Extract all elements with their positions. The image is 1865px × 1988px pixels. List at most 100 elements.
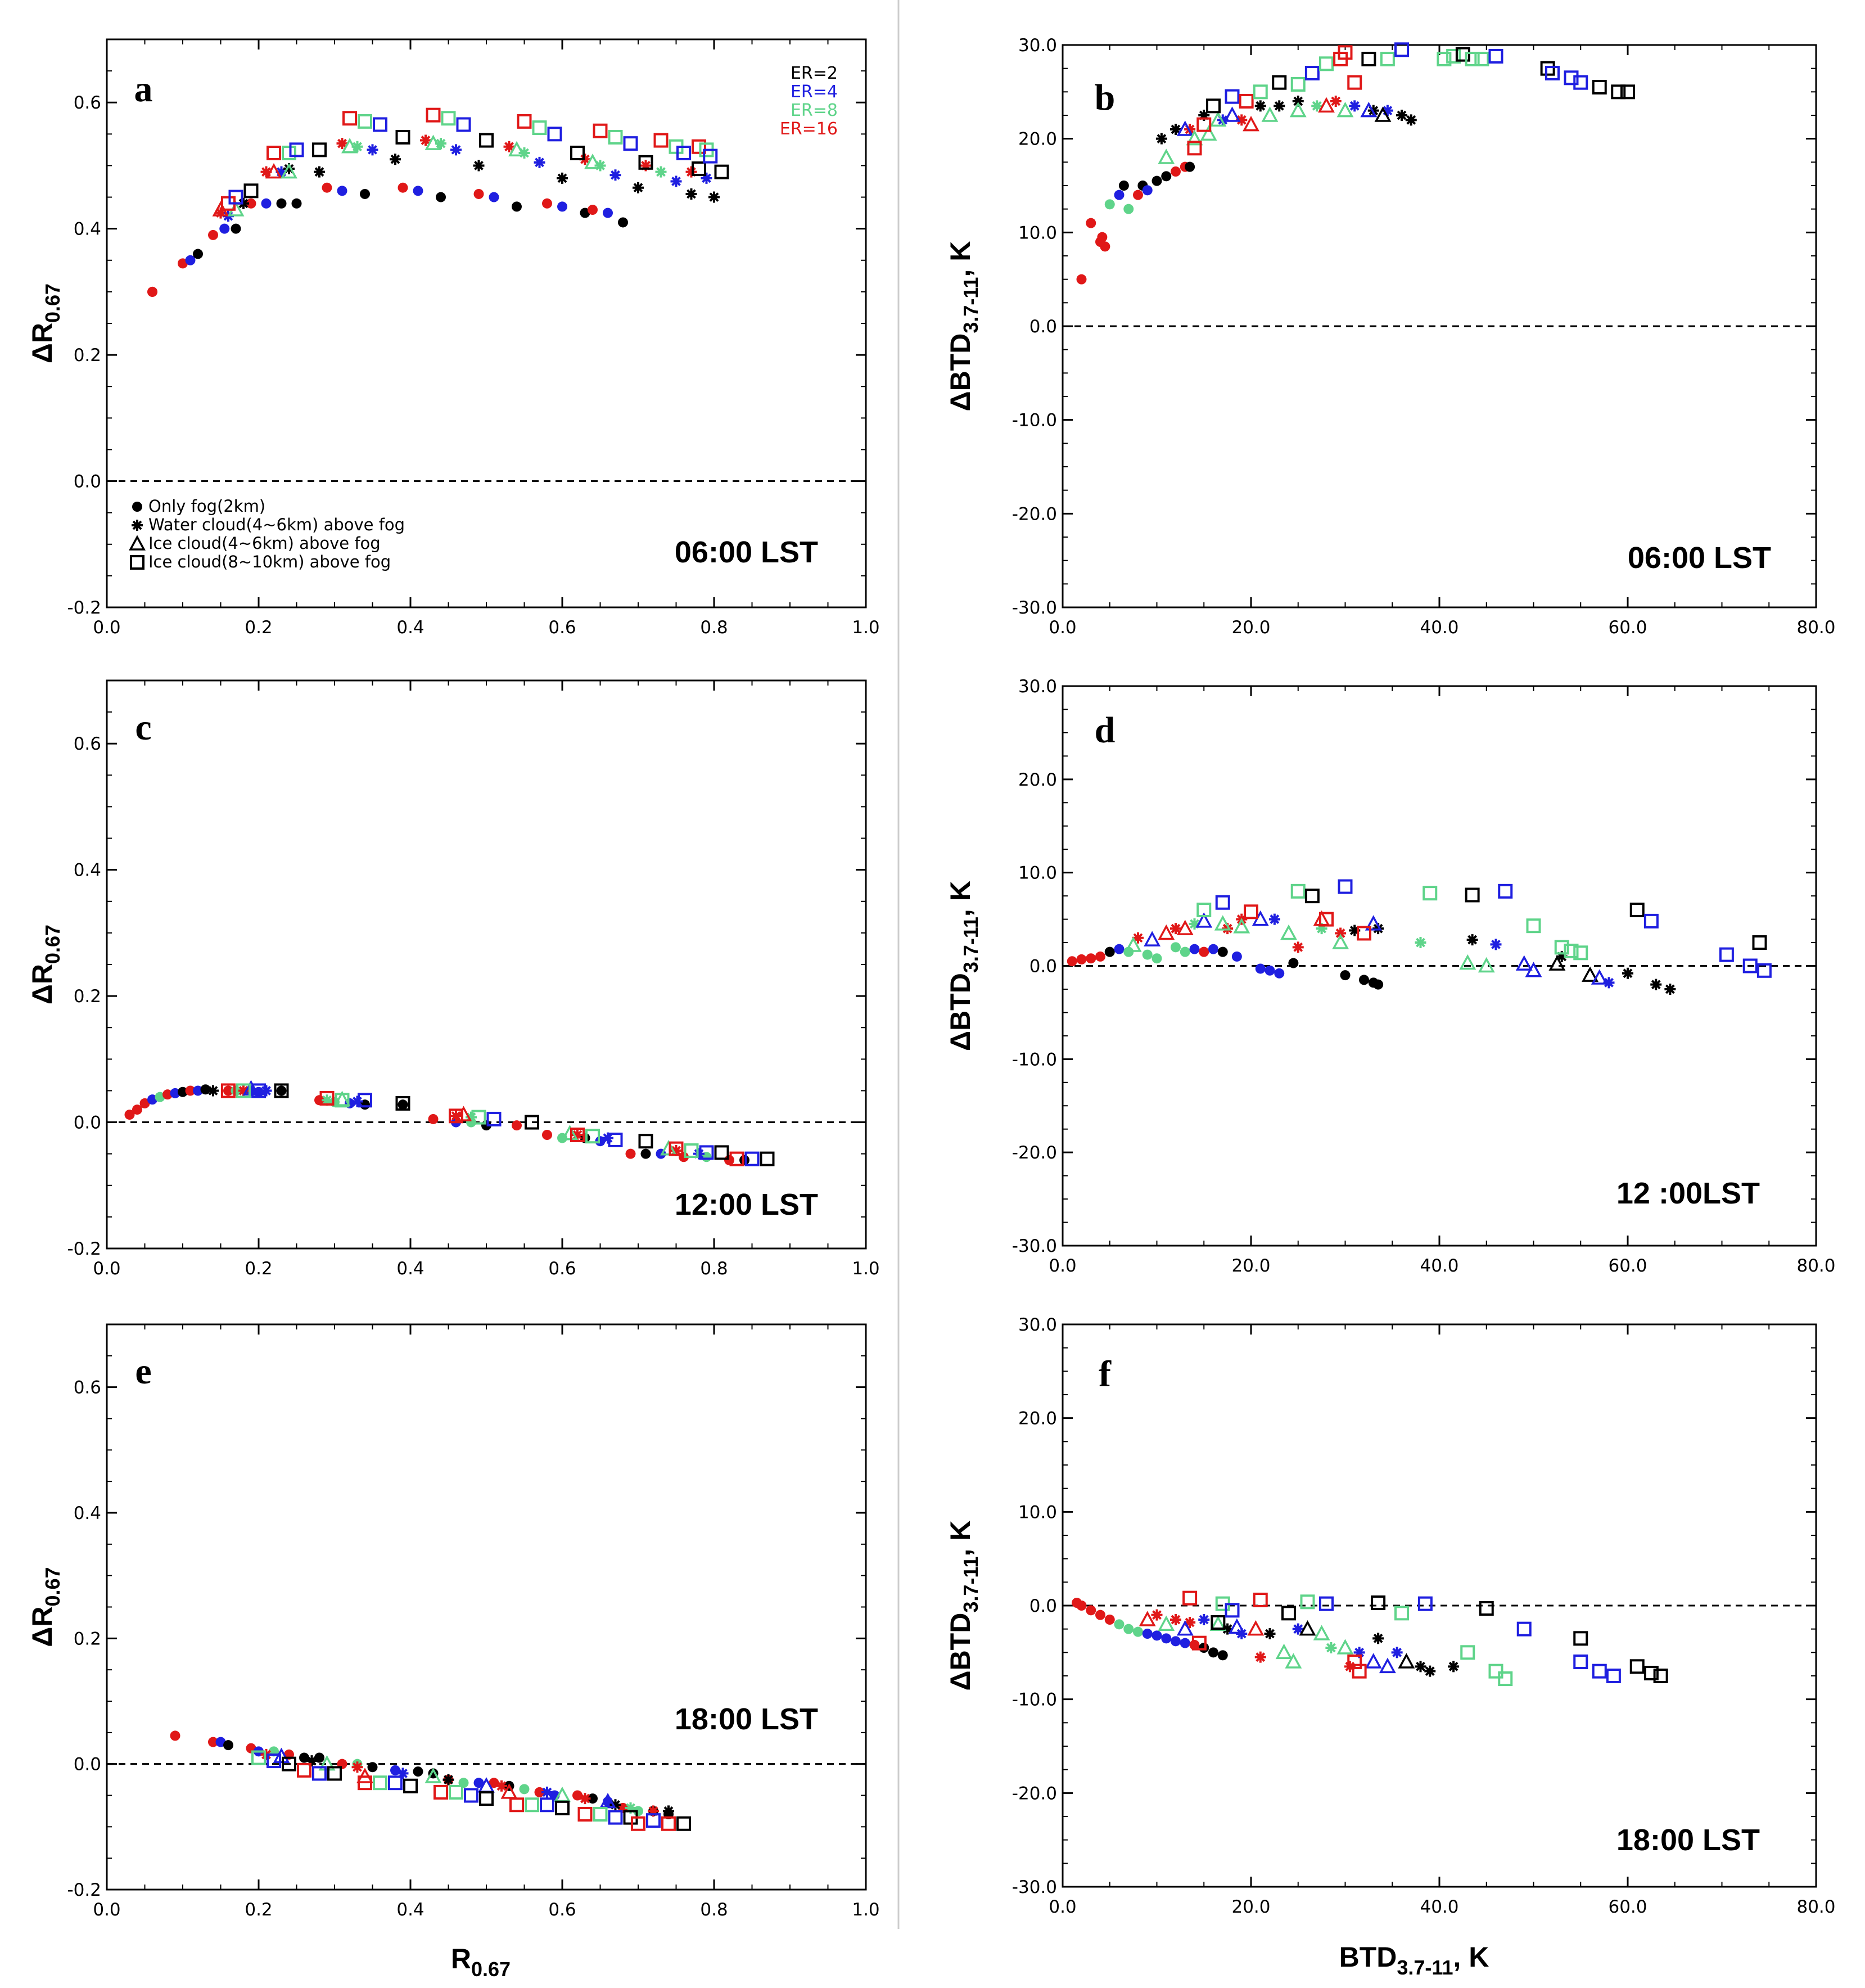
data-point-star [534, 156, 545, 168]
data-point-square [570, 146, 585, 160]
y-tick-label: 20.0 [1018, 770, 1057, 790]
data-point-square [1592, 1664, 1607, 1679]
data-point-square [1347, 75, 1362, 90]
data-point-star [663, 1805, 674, 1817]
data-point-square [760, 1151, 775, 1166]
data-point-circle [147, 286, 157, 297]
data-point-circle [512, 201, 522, 212]
y-axis-label: ΔR0.67 [26, 1567, 64, 1647]
data-point-square [525, 1115, 539, 1130]
time-label: 12 :00LST [1616, 1176, 1760, 1210]
data-point-star [1170, 1614, 1181, 1625]
data-point-star [1405, 114, 1417, 126]
data-point-star [1198, 110, 1210, 121]
data-point-circle [413, 1766, 423, 1777]
data-point-square [251, 1083, 266, 1098]
data-point-triangle [508, 141, 525, 157]
data-point-star [518, 147, 530, 159]
data-point-circle [625, 1148, 636, 1159]
data-point-triangle [1200, 125, 1217, 141]
data-point-triangle [1398, 1653, 1415, 1669]
data-point-triangle [1209, 1615, 1227, 1631]
data-point-circle [1359, 975, 1369, 985]
data-point-circle [200, 1084, 211, 1095]
data-point-square [1629, 903, 1645, 917]
data-point-square [327, 1766, 342, 1781]
data-point-circle [724, 1155, 734, 1165]
data-point-circle [155, 1092, 165, 1102]
data-point-circle [223, 1740, 233, 1751]
x-tick-label: 40.0 [1420, 617, 1458, 638]
data-point-square [342, 111, 357, 126]
data-point-square [1300, 1594, 1315, 1610]
y-tick-label: 0.6 [74, 1378, 101, 1398]
data-point-circle [1076, 954, 1087, 964]
data-point-triangle [455, 1106, 472, 1121]
y-tick-label: 20.0 [1018, 129, 1057, 150]
data-point-square [479, 133, 494, 148]
data-point-square [608, 129, 623, 145]
data-point-circle [542, 198, 552, 209]
x-tick-label: 0.2 [245, 617, 272, 638]
data-point-square [555, 1800, 570, 1815]
data-point-star [1353, 1647, 1365, 1658]
data-point-star [1344, 1661, 1356, 1673]
data-point-square [1319, 912, 1334, 927]
x-tick-label: 0.4 [396, 1900, 424, 1920]
data-point-star [633, 182, 644, 193]
data-point-square [312, 142, 327, 157]
data-point-circle [1142, 1629, 1153, 1639]
er-legend-item: ER=16 [780, 119, 838, 139]
data-point-circle [223, 1085, 233, 1096]
data-point-star [1170, 923, 1181, 935]
panel-label: d [1095, 710, 1116, 751]
data-point-square [1394, 42, 1409, 57]
data-point-circle [132, 1105, 142, 1115]
data-point-triangle [1223, 106, 1241, 122]
data-point-circle [208, 229, 218, 240]
data-point-square [1253, 1593, 1268, 1607]
data-point-circle [1123, 1624, 1134, 1634]
data-point-circle [367, 1762, 378, 1773]
data-point-circle [1161, 1633, 1172, 1644]
data-point-square [1573, 945, 1588, 961]
panel-label: c [135, 707, 151, 748]
panel-label: a [134, 69, 153, 110]
panel-label: b [1095, 77, 1116, 118]
legend-marker-star [132, 520, 143, 531]
y-tick-label: 0.2 [74, 345, 101, 366]
data-point-square [540, 1797, 554, 1813]
data-point-star [260, 1085, 272, 1097]
data-point-square [570, 1128, 585, 1142]
data-point-square [1437, 52, 1452, 66]
data-point-circle [398, 182, 408, 193]
data-point-triangle [1360, 102, 1378, 118]
data-point-triangle [318, 1755, 336, 1771]
data-point-circle [162, 1089, 173, 1100]
x-axis-label-btd: BTD3.7-11, K [1339, 1941, 1489, 1979]
data-point-square [1540, 61, 1555, 76]
data-point-star [693, 1148, 705, 1160]
data-point-circle [1274, 968, 1285, 979]
data-point-circle [1086, 953, 1096, 964]
data-point-circle [489, 192, 499, 202]
data-point-star [1198, 1614, 1210, 1625]
data-point-triangle [1591, 969, 1608, 985]
y-tick-label: -20.0 [1012, 504, 1057, 524]
x-tick-label: 1.0 [852, 1900, 879, 1920]
data-point-square [638, 155, 653, 170]
data-point-circle [413, 186, 423, 196]
data-point-circle [473, 1778, 484, 1788]
data-point-star [1415, 937, 1426, 949]
x-tick-label: 60.0 [1608, 1256, 1647, 1276]
y-tick-label: -30.0 [1012, 1877, 1057, 1897]
data-point-circle [1118, 181, 1129, 191]
data-point-star [541, 1786, 553, 1798]
data-point-circle [147, 1094, 157, 1105]
y-tick-label: 0.0 [74, 1755, 101, 1775]
data-point-star [1664, 983, 1676, 995]
data-point-circle [231, 223, 241, 234]
data-point-triangle [561, 1125, 579, 1140]
data-point-circle [1114, 1619, 1125, 1630]
data-point-triangle [1332, 934, 1349, 949]
